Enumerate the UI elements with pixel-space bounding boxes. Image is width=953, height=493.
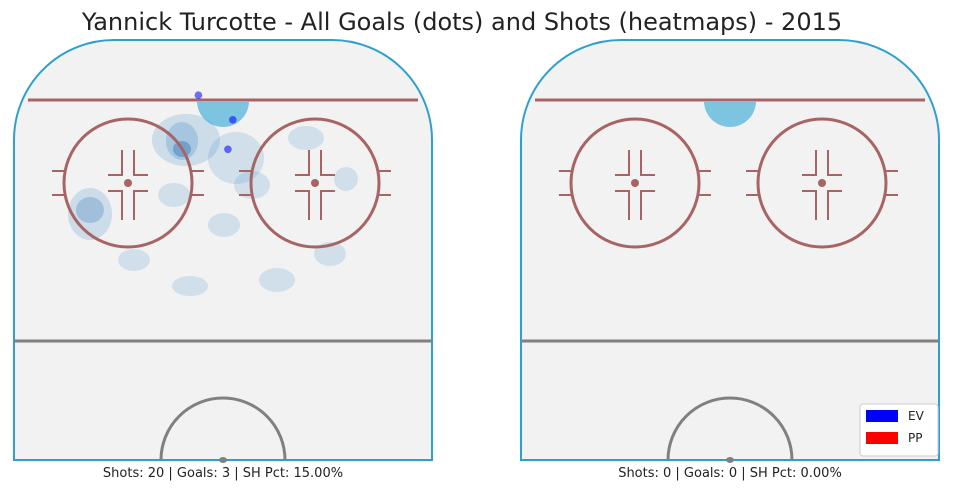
goal-dot xyxy=(224,145,232,154)
legend-label-pp: PP xyxy=(908,431,922,445)
ice-surface xyxy=(13,39,433,461)
shot-density-region xyxy=(68,188,112,240)
faceoff-circle-left xyxy=(52,117,204,249)
shot-density-region xyxy=(288,126,324,150)
goal-crease xyxy=(704,101,756,127)
legend: EV PP xyxy=(859,403,939,457)
center-circle xyxy=(159,396,287,461)
goal-dots-left xyxy=(194,91,237,154)
shot-density-region xyxy=(118,249,150,271)
figure-title: Yannick Turcotte - All Goals (dots) and … xyxy=(81,8,842,36)
shot-density-region xyxy=(152,114,220,166)
shot-density-region xyxy=(259,268,295,292)
shot-density-region xyxy=(208,213,240,237)
legend-swatch-pp xyxy=(866,432,898,444)
shot-density-region xyxy=(76,197,104,223)
goal-dot xyxy=(229,116,237,124)
shot-density-region xyxy=(334,167,358,191)
goal-dot xyxy=(194,91,203,99)
caption-right: Shots: 0 | Goals: 0 | SH Pct: 0.00% xyxy=(618,466,842,481)
center-circle xyxy=(666,396,794,461)
faceoff-circle-right xyxy=(746,117,898,249)
shot-density-region xyxy=(158,183,190,207)
heatmap-layer xyxy=(68,114,358,296)
center-dot xyxy=(726,457,734,463)
rink-panel-left xyxy=(13,39,433,463)
caption-left: Shots: 20 | Goals: 3 | SH Pct: 15.00% xyxy=(103,466,343,481)
shot-density-region xyxy=(172,276,208,296)
legend-swatch-ev xyxy=(866,410,898,422)
faceoff-circle-left xyxy=(559,117,711,249)
legend-label-ev: EV xyxy=(908,409,925,423)
faceoff-circle-right xyxy=(239,117,391,249)
rink-panel-right xyxy=(520,39,940,463)
ice-surface xyxy=(520,39,940,461)
center-dot xyxy=(219,457,227,463)
